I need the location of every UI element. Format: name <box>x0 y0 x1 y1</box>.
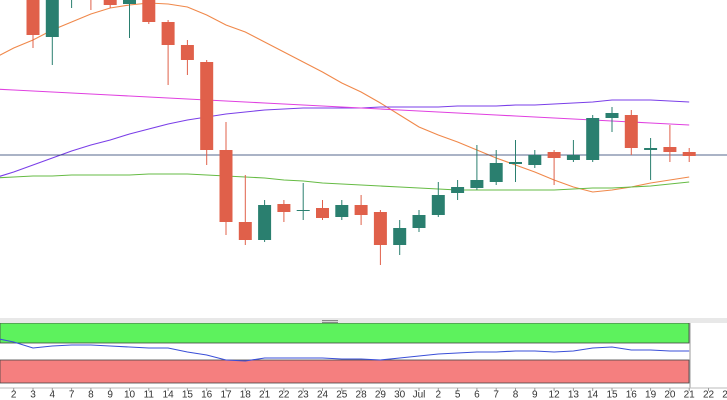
x-tick-label: 28 <box>356 390 368 400</box>
x-tick-label: 20 <box>664 390 676 400</box>
x-tick-label: 16 <box>626 390 638 400</box>
separator-handle[interactable] <box>322 322 338 324</box>
candle-body <box>586 118 600 160</box>
candle-body <box>45 0 59 37</box>
candle-body <box>180 45 194 60</box>
candle-body <box>528 155 542 165</box>
x-tick-label: 23 <box>722 390 727 400</box>
candle-body <box>412 215 426 228</box>
x-tick-label: 22 <box>703 390 715 400</box>
price-plot <box>0 0 727 265</box>
x-tick-label: 2 <box>436 390 442 400</box>
candle-body <box>644 148 658 150</box>
candle-body <box>123 0 136 4</box>
candle-body <box>566 155 580 160</box>
x-tick-label: 29 <box>375 390 387 400</box>
candle-body <box>277 204 291 212</box>
candle-body <box>509 162 522 164</box>
candle-body <box>316 208 329 218</box>
x-axis: 1234789101114151617182122232425282930Jul… <box>11 388 727 400</box>
moving-average-line <box>0 88 690 126</box>
x-tick-label: 17 <box>220 390 232 400</box>
x-tick-label: 9 <box>532 390 538 400</box>
x-tick-label: 21 <box>684 390 696 400</box>
x-tick-label: 13 <box>568 390 580 400</box>
candle-body <box>547 152 561 158</box>
candle-body <box>161 22 175 45</box>
panel-separator[interactable] <box>0 318 727 323</box>
candle-body <box>431 195 445 215</box>
x-tick-label: 12 <box>549 390 561 400</box>
x-tick-label: 18 <box>240 390 252 400</box>
candle-body <box>451 187 465 193</box>
x-tick-label: 11 <box>144 390 155 400</box>
x-tick-label: 16 <box>201 390 213 400</box>
x-tick-label: 3 <box>30 390 36 400</box>
x-tick-label: 15 <box>182 390 194 400</box>
candle-body <box>354 205 368 215</box>
oscillator-plot <box>0 323 690 384</box>
x-tick-label: 21 <box>259 390 271 400</box>
x-tick-label: 8 <box>88 390 94 400</box>
candle-body <box>373 212 387 245</box>
x-tick-label: 22 <box>278 390 290 400</box>
x-tick-label: 23 <box>298 390 310 400</box>
candle-body <box>624 115 638 148</box>
separator-handle[interactable] <box>322 320 338 322</box>
candle-body <box>238 222 252 240</box>
moving-average-line <box>0 173 690 191</box>
x-tick-label: Jul <box>413 390 426 400</box>
x-tick-label: 24 <box>317 390 329 400</box>
x-tick-label: 4 <box>50 390 56 400</box>
candle-body <box>142 0 156 22</box>
oscillator-zone <box>0 323 690 344</box>
candle-body <box>296 210 310 211</box>
oscillator-line <box>0 338 690 362</box>
x-tick-label: 10 <box>124 390 136 400</box>
candle-body <box>682 152 696 156</box>
x-tick-label: 9 <box>107 390 113 400</box>
x-tick-label: 8 <box>513 390 519 400</box>
candle-body <box>219 150 233 222</box>
candle-body <box>663 147 677 152</box>
candle-body <box>26 0 40 35</box>
x-tick-label: 19 <box>645 390 657 400</box>
moving-average-line <box>0 99 690 177</box>
candle-body <box>605 113 619 118</box>
candle-body <box>258 205 272 240</box>
main-panel <box>0 0 727 318</box>
oscillator-zone <box>0 359 690 384</box>
x-tick-label: 2 <box>11 390 17 400</box>
candle-body <box>393 228 407 245</box>
candle-body <box>200 62 214 150</box>
x-tick-label: 15 <box>606 390 618 400</box>
candle-body <box>489 163 503 182</box>
candle-body <box>470 180 484 188</box>
x-tick-label: 14 <box>163 390 175 400</box>
x-tick-label: 30 <box>394 390 406 400</box>
x-tick-label: 5 <box>455 390 461 400</box>
candle-body <box>103 0 117 5</box>
x-tick-label: 7 <box>493 390 499 400</box>
x-tick-label: 25 <box>336 390 348 400</box>
x-tick-label: 7 <box>69 390 75 400</box>
x-tick-label: 6 <box>474 390 480 400</box>
x-tick-label: 14 <box>587 390 599 400</box>
candle-body <box>335 205 349 217</box>
